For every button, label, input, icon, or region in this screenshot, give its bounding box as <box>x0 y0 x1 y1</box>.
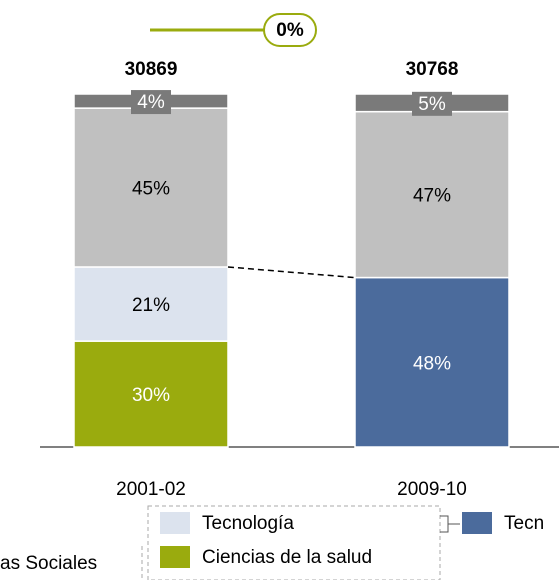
legend-swatch <box>160 546 190 568</box>
data-label: 30% <box>132 385 170 406</box>
bar-segment <box>354 276 510 448</box>
legend-swatch <box>160 512 190 534</box>
bar-segment <box>73 266 229 342</box>
bar-segment <box>73 107 229 268</box>
bar-segment <box>73 340 229 448</box>
label-box <box>412 91 452 116</box>
change-badge <box>263 13 317 47</box>
bar-segment <box>354 110 510 279</box>
legend-label: Ciencias de la salud <box>202 547 372 568</box>
data-label: 48% <box>413 353 451 374</box>
legend-label: Tecn <box>504 513 544 534</box>
label-box <box>131 90 171 115</box>
legend-fragment: as Sociales <box>0 553 97 574</box>
data-label: 21% <box>132 295 170 316</box>
total-label: 30869 <box>125 59 178 80</box>
legend-label: Tecnología <box>202 513 294 534</box>
legend-bracket <box>440 515 460 533</box>
total-label: 30768 <box>406 59 459 80</box>
change-label: 0% <box>276 20 304 41</box>
connector <box>227 266 356 279</box>
data-label: 47% <box>413 186 451 207</box>
x-tick-label: 2001-02 <box>116 479 186 500</box>
data-label: 45% <box>132 179 170 200</box>
legend-box <box>147 505 441 580</box>
data-label: 4% <box>137 92 165 113</box>
legend-swatch <box>462 512 492 534</box>
data-label: 5% <box>418 94 446 115</box>
x-tick-label: 2009-10 <box>397 479 467 500</box>
